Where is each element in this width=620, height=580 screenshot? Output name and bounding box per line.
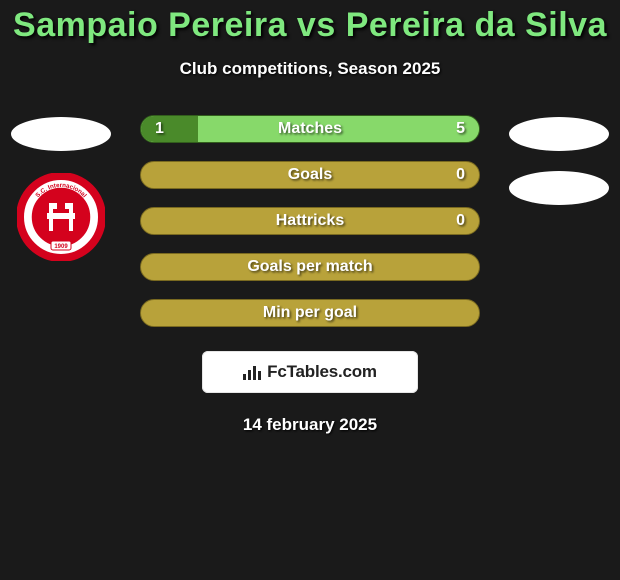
bar-label: Goals per match: [141, 254, 479, 280]
comparison-card: Sampaio Pereira vs Pereira da Silva Club…: [0, 0, 620, 580]
bar-value-right: 5: [456, 116, 465, 142]
bar-label: Hattricks: [141, 208, 479, 234]
svg-text:1909: 1909: [54, 244, 68, 250]
date-text: 14 february 2025: [0, 415, 620, 435]
stat-bar: Goals0: [140, 161, 480, 189]
source-logo-box: FcTables.com: [202, 351, 418, 393]
bar-value-right: 0: [456, 208, 465, 234]
stat-bar: Goals per match: [140, 253, 480, 281]
bar-label: Min per goal: [141, 300, 479, 326]
stat-bars: Matches15Goals0Hattricks0Goals per match…: [140, 115, 480, 327]
bar-value-right: 0: [456, 162, 465, 188]
stat-bar: Matches1 5: [140, 115, 480, 143]
left-player-avatar-placeholder: [11, 117, 111, 151]
source-logo-text: FcTables.com: [267, 362, 377, 382]
stat-bar: Min per goal: [140, 299, 480, 327]
left-club-badge-icon: S.C. Internacional 1909: [17, 173, 105, 261]
left-player-column: S.C. Internacional 1909: [6, 115, 116, 261]
right-player-avatar-placeholder: [509, 117, 609, 151]
right-player-column: [504, 115, 614, 205]
bar-label: Matches: [141, 116, 479, 142]
bar-value-left: 1: [155, 116, 164, 142]
right-club-badge-placeholder: [509, 171, 609, 205]
content-area: S.C. Internacional 1909 Matches15Goals0H…: [0, 115, 620, 435]
stat-bar: Hattricks0: [140, 207, 480, 235]
page-title: Sampaio Pereira vs Pereira da Silva: [0, 0, 620, 45]
bars-icon: [243, 364, 263, 380]
subtitle: Club competitions, Season 2025: [0, 59, 620, 79]
bar-label: Goals: [141, 162, 479, 188]
